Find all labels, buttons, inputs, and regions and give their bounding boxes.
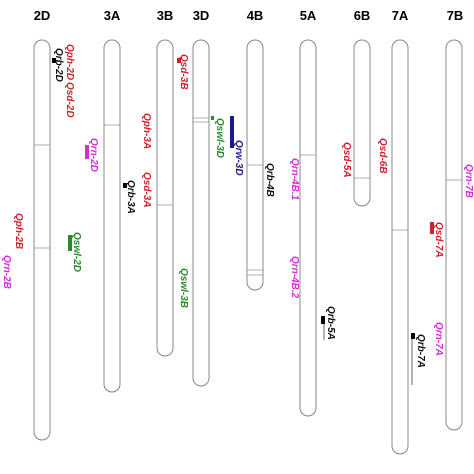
chromosome-label: 7A bbox=[392, 8, 409, 23]
qtl-label: Qrn-4B.2 bbox=[289, 256, 300, 299]
qtl-label: Qsd-6B bbox=[377, 138, 388, 174]
qtl-label: Qph-3A bbox=[141, 113, 152, 149]
qtl-label: Qrn-2D bbox=[88, 138, 99, 172]
qtl-marker bbox=[230, 116, 234, 148]
qtl-label: Qsd-2D bbox=[64, 82, 75, 118]
qtl-label: Qswl-2D bbox=[71, 232, 82, 272]
qtl-marker bbox=[52, 58, 56, 63]
qtl-label: Qrw-3D bbox=[233, 140, 244, 176]
chromosome bbox=[353, 39, 371, 207]
markers bbox=[52, 58, 434, 385]
qtl-labels: Qrb-2D Qph-2D Qsd-2D Qrn-2D Qswl-2D Qph-… bbox=[1, 44, 474, 368]
chromosome-labels: 2D 3A 3B 3D 4B 5A 6B 7A 7B bbox=[34, 8, 464, 23]
qtl-label: Qrb-2D bbox=[53, 48, 64, 82]
qtl-marker bbox=[430, 222, 434, 234]
chromosome bbox=[192, 39, 210, 387]
qtl-marker bbox=[411, 333, 415, 339]
chromosome-label: 3D bbox=[193, 8, 210, 23]
qtl-label: Qswl-3D bbox=[214, 118, 225, 158]
qtl-marker bbox=[211, 116, 214, 120]
chromosome bbox=[156, 39, 174, 357]
qtl-label: Qsd-5A bbox=[341, 142, 352, 178]
chromosome bbox=[33, 39, 51, 441]
chromosome bbox=[103, 39, 121, 393]
chromosome bbox=[391, 39, 409, 455]
qtl-label: Qsd-3B bbox=[178, 54, 189, 90]
chromosome-label: 6B bbox=[354, 8, 371, 23]
chromosome-label: 7B bbox=[447, 8, 464, 23]
qtl-label: Qrn-4B.1 bbox=[289, 158, 300, 201]
qtl-label: Qsd-3A bbox=[141, 172, 152, 208]
qtl-marker bbox=[85, 145, 89, 159]
qtl-label: Qrn-7B bbox=[463, 164, 474, 198]
qtl-label: Qrb-3A bbox=[125, 180, 136, 214]
qtl-label: Qph-2B bbox=[13, 213, 24, 249]
chromosome-label: 4B bbox=[247, 8, 264, 23]
chromosome-label: 2D bbox=[34, 8, 51, 23]
qtl-label: Qrb-4B bbox=[264, 163, 275, 197]
qtl-label: Qsd-7A bbox=[433, 222, 444, 258]
chromosome-label: 3A bbox=[104, 8, 121, 23]
qtl-label: Qswl-3B bbox=[178, 268, 189, 308]
qtl-label: Qph-2D bbox=[64, 44, 75, 80]
chromosome-label: 5A bbox=[300, 8, 317, 23]
qtl-label: Qrn-2B bbox=[1, 255, 12, 289]
qtl-label: Qrb-5A bbox=[325, 306, 336, 340]
qtl-marker bbox=[177, 58, 181, 63]
qtl-marker bbox=[68, 235, 72, 251]
chromosome-label: 3B bbox=[157, 8, 174, 23]
chromosome-bodies bbox=[33, 39, 463, 455]
chromosome bbox=[299, 39, 317, 417]
qtl-label: Qrb-7A bbox=[415, 334, 426, 368]
qtl-marker bbox=[321, 316, 325, 324]
qtl-label: Qrn-7A bbox=[433, 322, 444, 356]
chromosome bbox=[445, 39, 463, 431]
qtl-marker bbox=[123, 183, 127, 188]
